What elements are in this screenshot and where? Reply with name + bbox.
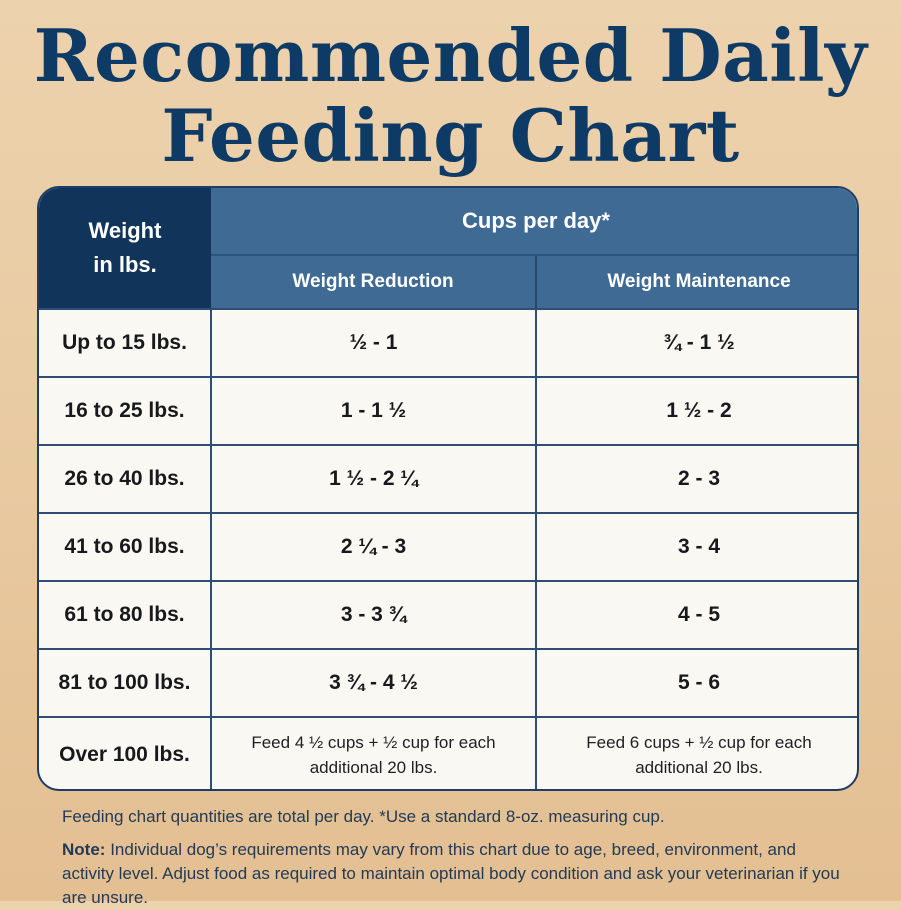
maintenance-note-line-1: Feed 6 cups + ½ cup for each — [586, 733, 812, 752]
maintenance-cell: 3 - 4 — [535, 512, 857, 581]
maintenance-cell: 4 - 5 — [535, 580, 857, 649]
feeding-chart-table: Weight in lbs. Cups per day* Weight Redu… — [37, 186, 859, 791]
maintenance-cell: 5 - 6 — [535, 648, 857, 717]
weight-header-line-1: Weight — [88, 218, 162, 243]
weight-column-header: Weight in lbs. — [39, 188, 211, 309]
weight-cell: 61 to 80 lbs. — [39, 580, 211, 649]
table-row: 81 to 100 lbs. 3 ¾ - 4 ½ 5 - 6 — [39, 648, 857, 717]
table-row: 61 to 80 lbs. 3 - 3 ¾ 4 - 5 — [39, 580, 857, 649]
note-label: Note: — [62, 840, 106, 859]
table-row: 41 to 60 lbs. 2 ¼ - 3 3 - 4 — [39, 512, 857, 581]
cups-per-day-header: Cups per day* — [211, 188, 857, 256]
table-row: 26 to 40 lbs. 1 ½ - 2 ¼ 2 - 3 — [39, 444, 857, 513]
quantities-footnote: Feeding chart quantities are total per d… — [62, 807, 665, 826]
reduction-cell: 3 - 3 ¾ — [210, 580, 536, 649]
weight-cell: 81 to 100 lbs. — [39, 648, 211, 717]
weight-cell: Over 100 lbs. — [39, 716, 211, 789]
maintenance-cell: Feed 6 cups + ½ cup for each additional … — [535, 716, 857, 789]
reduction-cell: 1 - 1 ½ — [210, 376, 536, 445]
weight-reduction-header: Weight Reduction — [211, 255, 536, 309]
reduction-cell: 2 ¼ - 3 — [210, 512, 536, 581]
reduction-note-line-1: Feed 4 ½ cups + ½ cup for each — [251, 733, 496, 752]
weight-cell: Up to 15 lbs. — [39, 308, 211, 377]
reduction-cell: 1 ½ - 2 ¼ — [210, 444, 536, 513]
note-footnote: Note: Individual dog’s requirements may … — [62, 838, 852, 910]
page-title-line-2: Feeding Chart — [161, 93, 740, 178]
reduction-cell: ½ - 1 — [210, 308, 536, 377]
maintenance-cell: 1 ½ - 2 — [535, 376, 857, 445]
weight-cell: 26 to 40 lbs. — [39, 444, 211, 513]
table-row: Up to 15 lbs. ½ - 1 ¾ - 1 ½ — [39, 308, 857, 377]
page-title-line-1: Recommended Daily — [33, 13, 868, 98]
reduction-note-line-2: additional 20 lbs. — [309, 758, 438, 777]
weight-header-line-2: in lbs. — [93, 252, 157, 277]
reduction-cell: Feed 4 ½ cups + ½ cup for each additiona… — [210, 716, 536, 789]
weight-cell: 16 to 25 lbs. — [39, 376, 211, 445]
table-row: 16 to 25 lbs. 1 - 1 ½ 1 ½ - 2 — [39, 376, 857, 445]
maintenance-cell: ¾ - 1 ½ — [535, 308, 857, 377]
weight-maintenance-header: Weight Maintenance — [535, 255, 857, 309]
maintenance-cell: 2 - 3 — [535, 444, 857, 513]
note-text: Individual dog’s requirements may vary f… — [62, 840, 840, 907]
weight-cell: 41 to 60 lbs. — [39, 512, 211, 581]
table-row: Over 100 lbs. Feed 4 ½ cups + ½ cup for … — [39, 716, 857, 789]
maintenance-note-line-2: additional 20 lbs. — [635, 758, 763, 777]
reduction-cell: 3 ¾ - 4 ½ — [210, 648, 536, 717]
